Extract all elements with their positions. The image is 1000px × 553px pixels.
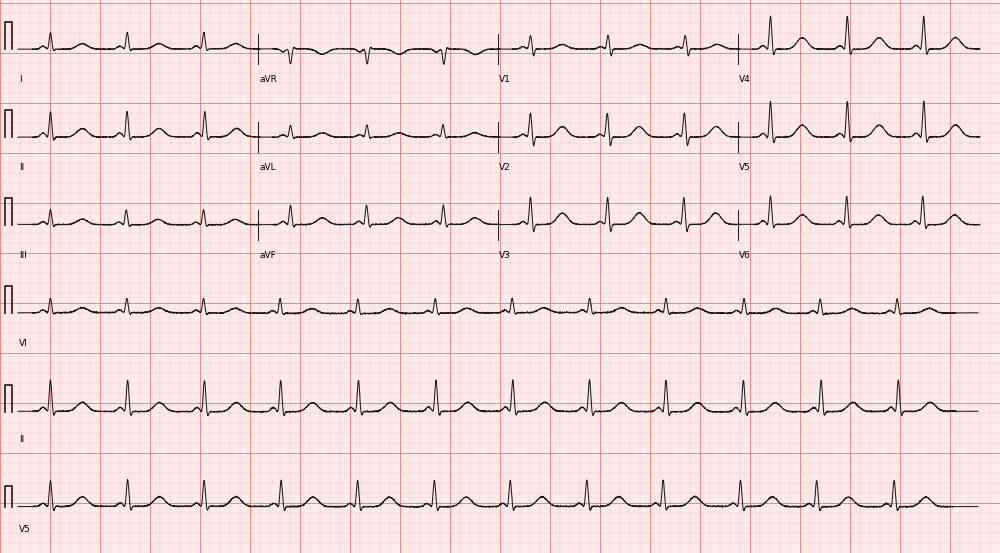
Text: V4: V4 xyxy=(739,75,751,84)
Text: V5: V5 xyxy=(739,163,751,172)
Text: II: II xyxy=(19,163,24,172)
Text: III: III xyxy=(19,251,27,259)
Text: II: II xyxy=(19,435,24,444)
Text: aVF: aVF xyxy=(259,251,276,259)
Text: V5: V5 xyxy=(19,525,31,534)
Text: V3: V3 xyxy=(499,251,511,259)
Text: I: I xyxy=(19,75,22,84)
Text: V6: V6 xyxy=(739,251,751,259)
Text: VI: VI xyxy=(19,339,28,348)
Text: aVR: aVR xyxy=(259,75,277,84)
Text: V1: V1 xyxy=(499,75,511,84)
Text: aVL: aVL xyxy=(259,163,276,172)
Text: V2: V2 xyxy=(499,163,511,172)
